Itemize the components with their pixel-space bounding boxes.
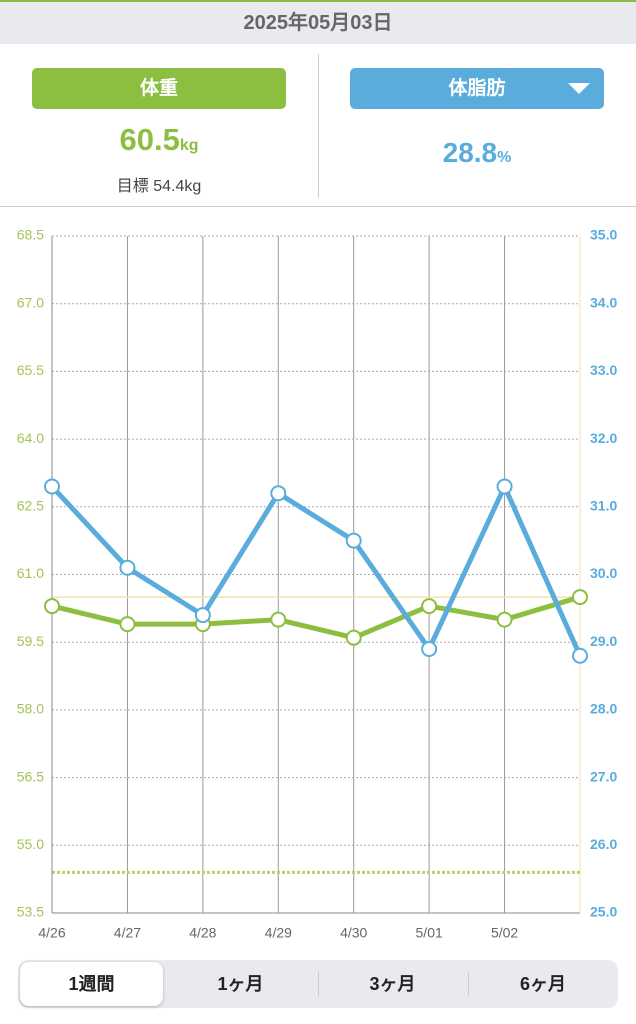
top-accent xyxy=(0,0,636,2)
tab[interactable]: 1週間 xyxy=(20,962,163,1006)
tab[interactable]: 1ヶ月 xyxy=(217,974,264,994)
y-tick-label: 61.0 xyxy=(17,565,44,581)
divider xyxy=(318,54,319,198)
y-tick-label: 67.0 xyxy=(17,294,44,310)
data-point xyxy=(194,607,211,624)
data-point xyxy=(44,598,60,615)
data-point xyxy=(421,598,438,615)
data-point xyxy=(496,611,513,628)
y2-tick-label: 34.0 xyxy=(590,294,617,310)
value: 60.5 xyxy=(119,122,180,157)
y2-tick-label: 26.0 xyxy=(590,836,617,852)
y-tick-label: 56.5 xyxy=(17,768,44,784)
y-tick-label: 65.5 xyxy=(17,362,44,378)
y-tick-label: 53.5 xyxy=(17,904,44,920)
tab[interactable]: 3ヶ月 xyxy=(369,974,416,994)
dropdown-arrow xyxy=(568,83,590,94)
data-point xyxy=(572,647,588,664)
unit: % xyxy=(497,149,512,166)
y2-tick-label: 35.0 xyxy=(590,227,617,243)
tab-separator xyxy=(468,972,469,996)
x-tick-label: 5/02 xyxy=(491,925,518,941)
x-tick-label: 4/27 xyxy=(114,925,141,941)
weight-button[interactable]: 体重 xyxy=(32,68,286,109)
weight-target: 目標 54.4kg xyxy=(32,172,286,196)
y2-tick-label: 29.0 xyxy=(590,633,617,649)
y2-tick-label: 27.0 xyxy=(590,768,617,784)
unit: kg xyxy=(179,137,199,154)
y-tick-label: 68.5 xyxy=(17,227,44,243)
y-tick-label: 62.5 xyxy=(17,498,44,514)
period-tabs: 1週間 1ヶ月 3ヶ月 6ヶ月 xyxy=(18,960,618,1008)
label: 目標 xyxy=(116,178,149,195)
x-tick-label: 4/29 xyxy=(265,925,292,941)
unit: kg xyxy=(184,178,202,195)
chart: 68.5 67.0 65.5 64.0 62.5 61.0 59.5 58.0 56.5 55.0… xyxy=(17,227,618,941)
tab-separator xyxy=(318,972,319,996)
y-tick-label: 58.0 xyxy=(17,701,44,717)
value: 28.8 xyxy=(442,137,498,168)
x-tick-label: 4/26 xyxy=(38,925,65,941)
data-point xyxy=(572,589,588,606)
data-point xyxy=(421,640,438,657)
y-tick-label: 55.0 xyxy=(17,836,44,852)
y-tick-label: 64.0 xyxy=(17,430,44,446)
data-point xyxy=(44,478,60,495)
data-point xyxy=(270,485,287,502)
y2-tick-label: 31.0 xyxy=(590,498,617,514)
date-header: 2025年05月03日 xyxy=(0,2,636,44)
fat-button[interactable]: 体脂肪 xyxy=(350,68,604,109)
y2-tick-label: 33.0 xyxy=(590,362,617,378)
y2-tick-label: 32.0 xyxy=(590,430,617,446)
data-point xyxy=(119,559,136,576)
data-point xyxy=(119,616,136,633)
data-point xyxy=(270,611,287,628)
data-point xyxy=(345,629,362,646)
x-tick-label: 5/01 xyxy=(416,925,443,941)
x-tick-label: 4/28 xyxy=(189,925,216,941)
y-tick-label: 59.5 xyxy=(17,633,44,649)
value: 54.4 xyxy=(153,178,185,195)
series-line xyxy=(51,594,581,641)
label: 体脂肪 xyxy=(448,78,506,99)
tab[interactable]: 6ヶ月 xyxy=(519,974,566,994)
y2-tick-label: 25.0 xyxy=(590,904,617,920)
y2-tick-label: 28.0 xyxy=(590,701,617,717)
series-line xyxy=(50,483,583,657)
x-tick-label: 4/30 xyxy=(340,925,367,941)
separator xyxy=(0,206,636,207)
data-point xyxy=(345,532,362,549)
y2-tick-label: 30.0 xyxy=(590,565,617,581)
fat-value: 28.8% xyxy=(350,137,604,169)
data-point xyxy=(496,478,513,495)
weight-value: 60.5kg xyxy=(32,122,286,158)
